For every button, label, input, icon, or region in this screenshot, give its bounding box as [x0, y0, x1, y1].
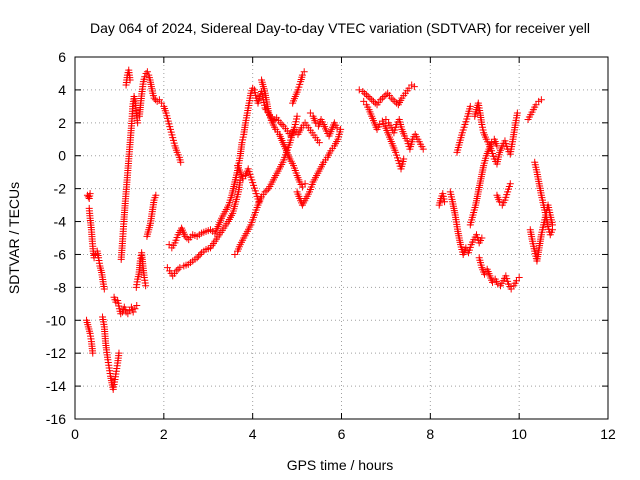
data-point — [129, 308, 137, 316]
y-tick-label: 0 — [58, 148, 66, 164]
data-point — [537, 96, 545, 104]
data-point — [86, 190, 94, 198]
data-point — [193, 254, 201, 262]
data-point — [269, 117, 277, 125]
data-point — [176, 264, 184, 272]
data-point — [249, 84, 257, 92]
x-tick-label: 0 — [71, 426, 79, 442]
y-tick-label: 6 — [58, 49, 66, 65]
data-point — [506, 180, 514, 188]
y-tick-label: -8 — [54, 279, 67, 295]
data-point — [183, 234, 191, 242]
x-axis-label: GPS time / hours — [287, 457, 394, 473]
data-point — [195, 252, 203, 260]
y-tick-label: 2 — [58, 115, 66, 131]
data-layer — [83, 66, 556, 393]
data-point — [513, 109, 521, 117]
data-point — [115, 349, 123, 357]
y-tick-label: -16 — [46, 411, 66, 427]
data-point — [371, 99, 379, 107]
data-point — [400, 155, 408, 163]
data-point — [143, 68, 151, 76]
data-point — [255, 198, 263, 206]
y-tick-label: -14 — [46, 378, 66, 394]
grid-layer — [75, 57, 608, 419]
x-tick-label: 12 — [600, 426, 616, 442]
data-point — [369, 97, 377, 105]
data-point — [380, 92, 388, 100]
y-tick-label: -12 — [46, 345, 66, 361]
data-point — [337, 125, 345, 133]
data-point — [89, 349, 97, 357]
data-point — [378, 94, 386, 102]
data-point — [333, 124, 341, 132]
data-point — [150, 94, 158, 102]
x-tick-label: 2 — [160, 426, 168, 442]
data-point — [134, 119, 142, 127]
data-point — [152, 191, 160, 199]
data-point — [377, 96, 385, 104]
data-point — [301, 180, 309, 188]
data-point — [293, 112, 301, 120]
data-point — [391, 97, 399, 105]
data-point — [368, 96, 376, 104]
data-point — [300, 68, 308, 76]
data-point — [131, 305, 139, 313]
x-tick-label: 6 — [338, 426, 346, 442]
data-point — [478, 234, 486, 242]
data-point — [141, 73, 149, 81]
data-point — [263, 186, 271, 194]
data-point — [177, 158, 185, 166]
x-tick-label: 4 — [249, 426, 257, 442]
data-point — [362, 91, 370, 99]
data-point — [122, 308, 130, 316]
x-tick-label: 8 — [426, 426, 434, 442]
data-point — [410, 83, 418, 91]
data-point — [271, 116, 279, 124]
data-point — [466, 102, 474, 110]
y-axis-label: SDTVAR / TECUs — [6, 182, 22, 294]
data-point — [393, 99, 401, 107]
data-point — [261, 188, 269, 196]
data-point — [117, 310, 125, 318]
data-point — [364, 92, 372, 100]
data-point — [382, 91, 390, 99]
y-tick-label: -2 — [54, 181, 67, 197]
data-point — [100, 285, 108, 293]
chart-title: Day 064 of 2024, Sidereal Day-to-day VTE… — [90, 20, 590, 36]
data-point — [276, 119, 284, 127]
data-point — [84, 193, 92, 201]
data-point — [515, 273, 523, 281]
data-point — [548, 226, 556, 234]
data-point — [142, 282, 150, 290]
y-tick-label: -4 — [54, 214, 67, 230]
y-tick-label: -6 — [54, 246, 67, 262]
data-point — [387, 94, 395, 102]
data-point — [174, 265, 182, 273]
data-point — [196, 250, 204, 258]
data-point — [124, 310, 132, 318]
y-tick-label: 4 — [58, 82, 66, 98]
y-tick-label: -10 — [46, 312, 66, 328]
data-point — [361, 89, 369, 97]
data-point — [298, 71, 306, 79]
data-point — [366, 94, 374, 102]
ticks-layer: 0 2 4 6 8 10 12 -16 -14 -12 -10 -8 -6 -4 -2 0 2 4 6 — [46, 49, 616, 442]
data-point — [278, 120, 286, 128]
data-point — [355, 86, 363, 94]
data-point — [359, 88, 367, 96]
x-tick-label: 10 — [511, 426, 527, 442]
data-point — [172, 267, 180, 275]
data-point — [133, 301, 141, 309]
data-point — [181, 232, 189, 240]
data-point — [389, 96, 397, 104]
data-point — [419, 145, 427, 153]
data-point — [441, 198, 449, 206]
data-point — [315, 139, 323, 147]
data-point — [126, 76, 134, 84]
